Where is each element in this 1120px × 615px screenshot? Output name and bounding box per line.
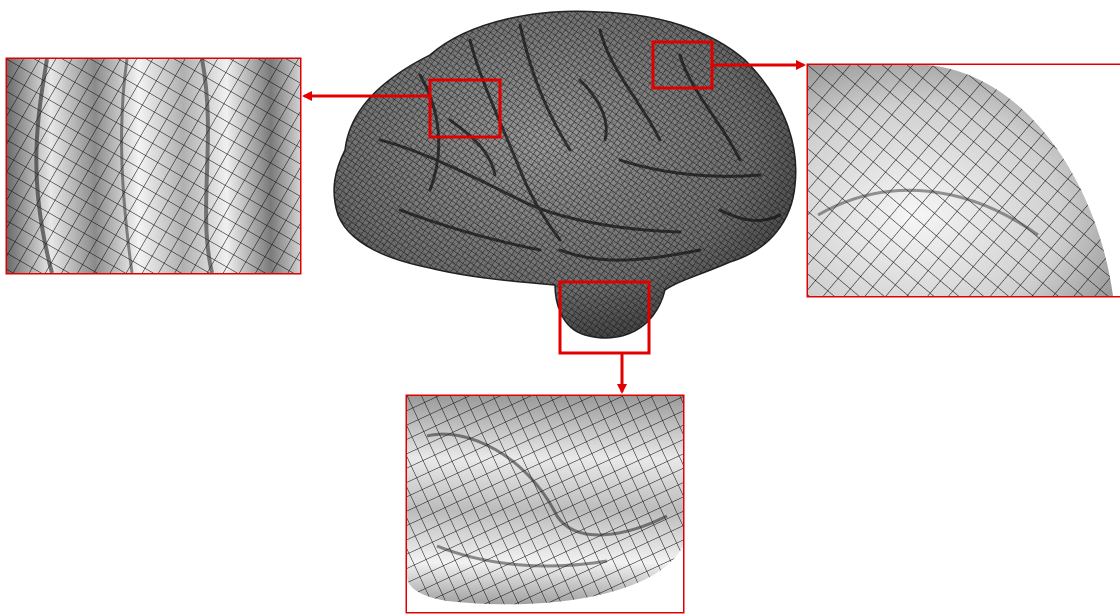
brain-sulci [378, 23, 782, 262]
highlight-box-frontal [428, 78, 502, 139]
zoom-panel-frontal [7, 59, 300, 273]
brain-mesh [333, 10, 797, 339]
zoom-panel-parietal [808, 65, 1120, 296]
zoom-panel-temporal [407, 396, 683, 612]
highlight-box-temporal [558, 280, 651, 355]
